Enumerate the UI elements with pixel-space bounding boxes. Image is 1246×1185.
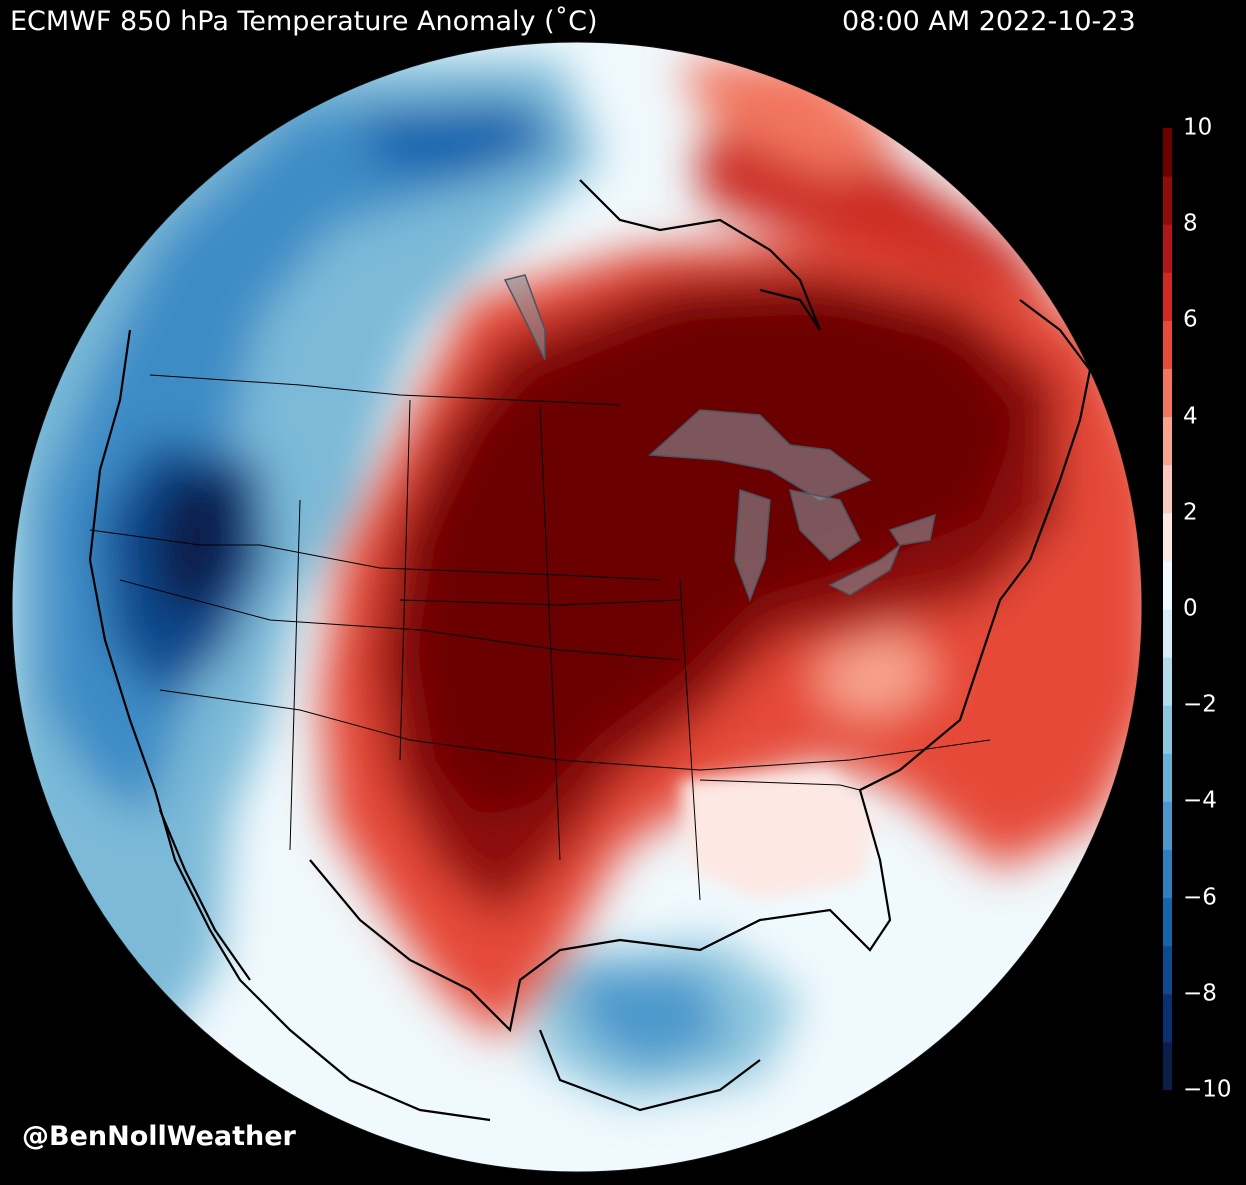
colorbar-segment bbox=[1163, 705, 1172, 754]
colorbar-segment bbox=[1163, 945, 1172, 995]
colorbar-tick-label: −2 bbox=[1183, 691, 1217, 718]
colorbar-segment bbox=[1163, 657, 1172, 706]
colorbar-tick-label: 10 bbox=[1183, 114, 1213, 141]
coastlines bbox=[88, 179, 1092, 1122]
colorbar-tick-label: −10 bbox=[1183, 1076, 1232, 1103]
colorbar-segment bbox=[1163, 176, 1172, 225]
colorbar-tick-label: 6 bbox=[1183, 306, 1198, 333]
colorbar-segment bbox=[1163, 849, 1172, 899]
colorbar-tick-label: −6 bbox=[1183, 884, 1217, 911]
colorbar-segment bbox=[1163, 320, 1172, 369]
colorbar-tick-label: 2 bbox=[1183, 499, 1198, 526]
colorbar-segment bbox=[1163, 897, 1172, 947]
colorbar-segment bbox=[1163, 368, 1172, 418]
globe-outline bbox=[11, 41, 1143, 1173]
colorbar-segment bbox=[1163, 560, 1172, 610]
colorbar-segment bbox=[1163, 1041, 1172, 1090]
colorbar-segment bbox=[1163, 224, 1172, 273]
credit-handle: @BenNollWeather bbox=[22, 1121, 296, 1152]
colorbar-segment bbox=[1163, 753, 1172, 802]
great-lakes bbox=[503, 274, 936, 603]
colorbar-tick-label: 0 bbox=[1183, 595, 1198, 622]
colorbar-segment bbox=[1163, 512, 1172, 562]
colorbar-tick-label: −4 bbox=[1183, 787, 1217, 814]
valid-time: 08:00 AM 2022-10-23 bbox=[842, 6, 1136, 37]
colorbar bbox=[1163, 128, 1172, 1090]
colorbar-segment bbox=[1163, 801, 1172, 850]
colorbar-segment bbox=[1163, 464, 1172, 514]
state-borders bbox=[89, 374, 991, 901]
colorbar-segment bbox=[1163, 609, 1172, 658]
colorbar-tick-label: 4 bbox=[1183, 403, 1198, 430]
colorbar-segment bbox=[1163, 128, 1172, 177]
colorbar-tick-label: −8 bbox=[1183, 980, 1217, 1007]
colorbar-segment bbox=[1163, 416, 1172, 466]
colorbar-segment bbox=[1163, 993, 1172, 1043]
colorbar-tick-label: 8 bbox=[1183, 210, 1198, 237]
colorbar-segment bbox=[1163, 272, 1172, 321]
map-title: ECMWF 850 hPa Temperature Anomaly (˚C) bbox=[10, 6, 598, 37]
